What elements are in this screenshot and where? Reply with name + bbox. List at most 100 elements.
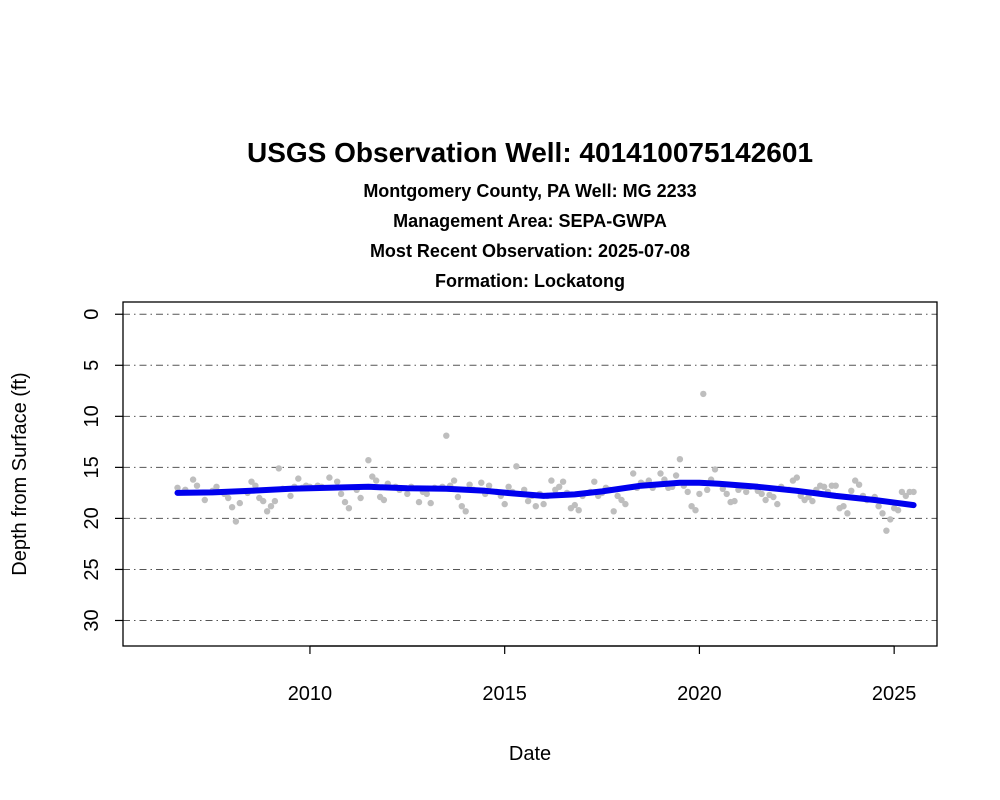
data-point bbox=[337, 490, 345, 498]
data-point bbox=[711, 466, 719, 473]
chart-subtitle-management-area: Management Area: SEPA-GWPA bbox=[393, 211, 667, 231]
data-point bbox=[540, 500, 547, 508]
data-point bbox=[704, 486, 711, 493]
data-point bbox=[719, 485, 726, 492]
x-tick-label: 2020 bbox=[677, 683, 722, 705]
data-point bbox=[275, 465, 282, 472]
data-point bbox=[213, 483, 220, 490]
y-tick-label: 10 bbox=[81, 405, 103, 427]
data-point bbox=[723, 490, 730, 498]
data-point bbox=[232, 518, 240, 525]
data-point bbox=[883, 527, 890, 534]
data-point bbox=[879, 510, 886, 517]
trend-line-group bbox=[174, 479, 917, 509]
data-point bbox=[844, 510, 851, 517]
data-point bbox=[898, 488, 906, 496]
data-point bbox=[404, 490, 411, 498]
data-point bbox=[415, 498, 423, 506]
data-point bbox=[548, 477, 555, 484]
data-point bbox=[267, 503, 275, 510]
data-point bbox=[622, 500, 629, 508]
data-point bbox=[559, 478, 567, 485]
data-point bbox=[910, 488, 917, 496]
data-point bbox=[696, 490, 703, 498]
data-point bbox=[287, 492, 294, 500]
data-point bbox=[894, 507, 902, 514]
data-point bbox=[201, 496, 208, 504]
data-point bbox=[458, 503, 465, 510]
data-point bbox=[260, 497, 267, 505]
data-point bbox=[875, 503, 882, 510]
y-tick-label: 30 bbox=[81, 609, 103, 631]
data-point bbox=[513, 463, 520, 470]
data-point bbox=[532, 503, 539, 510]
data-point bbox=[341, 498, 349, 506]
data-point bbox=[855, 481, 863, 488]
chart-title: USGS Observation Well: 401410075142601 bbox=[247, 137, 813, 168]
data-point bbox=[848, 487, 855, 494]
data-point bbox=[556, 483, 563, 490]
data-point bbox=[252, 482, 259, 489]
data-point bbox=[423, 490, 430, 498]
data-point bbox=[174, 484, 181, 491]
data-point bbox=[450, 477, 458, 484]
x-tick-label: 2010 bbox=[288, 683, 333, 705]
data-point bbox=[225, 494, 232, 502]
x-tick-label: 2025 bbox=[872, 683, 917, 705]
data-point bbox=[820, 483, 828, 490]
data-point bbox=[618, 496, 625, 504]
y-tick-label: 5 bbox=[81, 360, 103, 371]
data-point bbox=[345, 505, 353, 512]
chart-titles: USGS Observation Well: 401410075142601 M… bbox=[247, 137, 813, 291]
data-point bbox=[189, 476, 197, 483]
data-point bbox=[326, 474, 333, 481]
y-tick-label: 15 bbox=[81, 456, 103, 478]
x-tick-label: 2015 bbox=[482, 683, 527, 705]
y-tick-label: 25 bbox=[81, 558, 103, 580]
data-point bbox=[591, 478, 598, 485]
data-point bbox=[505, 483, 512, 490]
data-point bbox=[295, 475, 302, 482]
data-point bbox=[427, 499, 434, 507]
data-point bbox=[357, 494, 364, 502]
data-point bbox=[809, 497, 816, 505]
y-tick-label: 20 bbox=[81, 507, 103, 529]
data-point bbox=[478, 479, 485, 486]
y-axis-label: Depth from Surface (ft) bbox=[9, 372, 31, 575]
data-point bbox=[485, 482, 493, 489]
data-point bbox=[334, 478, 341, 485]
data-point bbox=[731, 497, 738, 505]
data-point bbox=[852, 477, 859, 484]
data-point bbox=[571, 501, 578, 509]
chart-subtitle-formation: Formation: Lockatong bbox=[435, 271, 625, 291]
data-point bbox=[236, 499, 243, 507]
data-point bbox=[614, 492, 621, 500]
data-point bbox=[676, 456, 684, 463]
plot-frame bbox=[122, 301, 938, 647]
data-point bbox=[902, 492, 909, 500]
data-point bbox=[524, 497, 532, 505]
trend-line bbox=[174, 479, 917, 509]
data-point bbox=[657, 470, 664, 477]
data-point bbox=[692, 507, 699, 514]
data-point bbox=[365, 457, 372, 464]
data-point bbox=[793, 474, 800, 481]
data-point bbox=[672, 472, 680, 479]
data-point bbox=[466, 481, 473, 488]
data-point bbox=[271, 497, 279, 505]
data-point bbox=[373, 477, 380, 484]
data-point bbox=[840, 503, 847, 510]
data-point bbox=[454, 493, 462, 501]
data-point bbox=[369, 473, 376, 480]
observation-points bbox=[174, 390, 917, 534]
data-point bbox=[758, 490, 765, 498]
y-tick-label: 0 bbox=[81, 309, 103, 320]
data-point bbox=[770, 493, 777, 501]
data-point bbox=[700, 390, 707, 398]
x-axis: 2010 2015 2020 2025 bbox=[288, 645, 917, 705]
x-axis-label: Date bbox=[509, 743, 551, 765]
data-point bbox=[443, 432, 450, 439]
data-point bbox=[575, 507, 582, 514]
data-point bbox=[462, 508, 469, 515]
